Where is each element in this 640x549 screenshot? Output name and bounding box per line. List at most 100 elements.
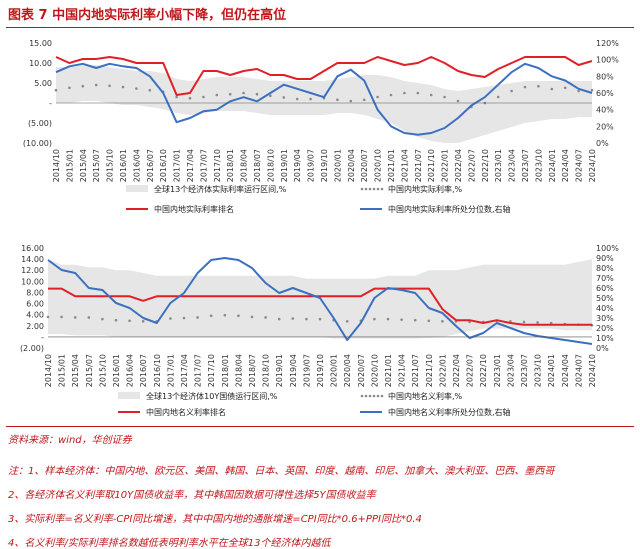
c2-x-tick-label: 2017/10 (207, 354, 216, 387)
c2-x-tick-label: 2014/10 (44, 354, 53, 387)
c1-x-tick-label: 2021/10 (427, 149, 436, 182)
c2-x-tick-label: 2017/04 (180, 354, 189, 387)
c2-x-tick-label: 2016/07 (139, 354, 148, 387)
c2-left-tick-label: - (41, 333, 44, 342)
c1-china-rate-dot (537, 84, 540, 88)
c1-x-tick-label: 2018/04 (240, 149, 249, 182)
c1-china-rate-dot (563, 86, 567, 90)
c2-left-tick-label: 10.00 (21, 277, 44, 286)
c2-x-tick-label: 2023/10 (534, 354, 543, 387)
c2-legend-label: 全球13个经济体10Y国债运行区间,% (146, 391, 278, 401)
c1-legend-swatch-dots (364, 187, 368, 191)
c1-right-tick-label: 120% (596, 39, 619, 48)
c1-legend-swatch-dots (376, 187, 380, 191)
c2-china-rate-dot (60, 315, 63, 319)
c1-china-rate-dot (336, 98, 339, 102)
c2-x-tick-label: 2023/07 (520, 354, 529, 387)
c2-legend-label: 中国内地名义利率排名 (146, 407, 226, 417)
c2-right-tick-label: 90% (596, 254, 614, 263)
c1-china-rate-dot (255, 92, 259, 96)
c1-china-rate-dot (242, 91, 245, 95)
c2-legend-label: 中国内地名义利率,% (388, 391, 463, 401)
c1-china-rate-dot (68, 86, 71, 90)
c2-left-tick-label: 16.00 (21, 244, 44, 253)
c1-china-rate-dot (188, 96, 192, 100)
c1-china-rate-dot (577, 89, 580, 93)
c1-x-tick-label: 2016/10 (159, 149, 168, 182)
c1-x-tick-label: 2017/04 (186, 149, 195, 182)
c2-china-rate-dot (536, 321, 539, 324)
c2-left-tick-label: 2.00 (26, 322, 44, 331)
c2-x-tick-label: 2024/04 (561, 354, 570, 387)
c2-china-rate-dot (318, 317, 322, 321)
c1-x-tick-label: 2020/07 (360, 149, 369, 182)
c1-x-tick-label: 2023/07 (521, 149, 530, 182)
c2-x-tick-label: 2024/07 (574, 354, 583, 387)
c1-legend-swatch-dots (372, 187, 376, 191)
c1-china-rate-dot (81, 84, 85, 88)
c2-x-tick-label: 2021/01 (384, 354, 393, 387)
c2-x-tick-label: 2024/01 (547, 354, 556, 387)
c2-x-tick-label: 2020/07 (357, 354, 366, 387)
c2-x-tick-label: 2019/10 (316, 354, 325, 387)
c1-left-tick-label: 10.00 (29, 59, 52, 68)
c1-range-band (56, 65, 592, 143)
c2-x-tick-label: 2018/01 (221, 354, 230, 387)
c1-x-tick-label: 2015/10 (106, 149, 115, 182)
c2-x-tick-label: 2016/01 (112, 354, 121, 387)
c1-x-tick-label: 2017/10 (213, 149, 222, 182)
c2-china-rate-dot (101, 317, 104, 321)
c2-right-tick-label: 70% (596, 274, 614, 283)
c2-x-tick-label: 2022/07 (466, 354, 475, 387)
note-1: 注：1、样本经济体：中国内地、欧元区、美国、韩国、日本、英国、印度、越南、印尼、… (8, 466, 555, 477)
c1-legend-label: 全球13个经济体实际利率运行区间,% (154, 184, 287, 194)
c2-x-tick-label: 2015/01 (58, 354, 67, 387)
c2-x-tick-label: 2019/01 (275, 354, 284, 387)
c2-left-tick-label: (2.00) (20, 344, 44, 353)
c1-x-tick-label: 2017/07 (199, 149, 208, 182)
c2-china-rate-dot (250, 315, 254, 319)
source-text: 资料来源：wind，华创证券 (8, 435, 132, 446)
c1-x-tick-label: 2021/07 (414, 149, 423, 182)
c2-china-rate-dot (277, 317, 281, 321)
c1-china-rate-dot (456, 99, 460, 103)
c1-china-rate-dot (175, 95, 178, 99)
c1-legend-swatch-dots (360, 187, 364, 191)
c2-right-tick-label: 80% (596, 264, 614, 273)
c2-china-rate-dot (386, 317, 390, 321)
c2-x-tick-label: 2017/01 (166, 354, 175, 387)
c2-right-tick-label: 0% (596, 344, 609, 353)
c1-left-tick-label: (10.00) (23, 139, 52, 148)
c1-china-rate-dot (376, 95, 379, 99)
c1-china-rate-dot (309, 97, 312, 101)
c2-percentile-line (47, 257, 593, 345)
c2-x-tick-label: 2022/10 (479, 354, 488, 387)
c1-x-tick-label: 2020/10 (374, 149, 383, 182)
c1-legend-swatch-dots (380, 187, 384, 191)
c2-x-tick-label: 2016/04 (126, 354, 135, 387)
c1-x-tick-label: 2024/01 (548, 149, 557, 182)
c2-x-tick-label: 2020/10 (370, 354, 379, 387)
c1-china-rate-dot (416, 91, 420, 95)
c2-china-rate-dot (46, 315, 50, 319)
c2-right-tick-label: 60% (596, 284, 614, 293)
c1-x-tick-label: 2016/01 (119, 149, 128, 182)
c2-x-tick-label: 2021/04 (398, 354, 407, 387)
c1-china-rate-dot (269, 94, 272, 98)
c2-legend-label: 中国内地名义利率所处分位数,右轴 (388, 407, 511, 417)
c2-x-tick-label: 2018/07 (248, 354, 257, 387)
c2-china-rate-dot (128, 319, 131, 323)
c2-legend-swatch-dots (360, 394, 364, 398)
c1-legend-label: 中国内地实际利率,% (388, 184, 463, 194)
title-rule (6, 27, 634, 28)
c1-x-tick-label: 2020/04 (347, 149, 356, 182)
note-2: 2、各经济体名义利率取10Y国债收益率，其中韩国因数据可得性选择5Y国债收益率 (8, 490, 376, 501)
note-3: 3、实际利率=名义利率-CPI同比增速，其中中国内地的通胀增速=CPI同比*0.… (8, 514, 422, 525)
c1-legend-swatch-band (126, 185, 148, 192)
c2-china-rate-dot (223, 313, 227, 317)
c1-x-tick-label: 2022/01 (441, 149, 450, 182)
c2-china-rate-dot (373, 317, 376, 321)
c2-right-tick-label: 100% (596, 244, 619, 253)
c2-x-tick-label: 2024/10 (588, 354, 597, 387)
c2-left-tick-label: 6.00 (26, 300, 44, 309)
